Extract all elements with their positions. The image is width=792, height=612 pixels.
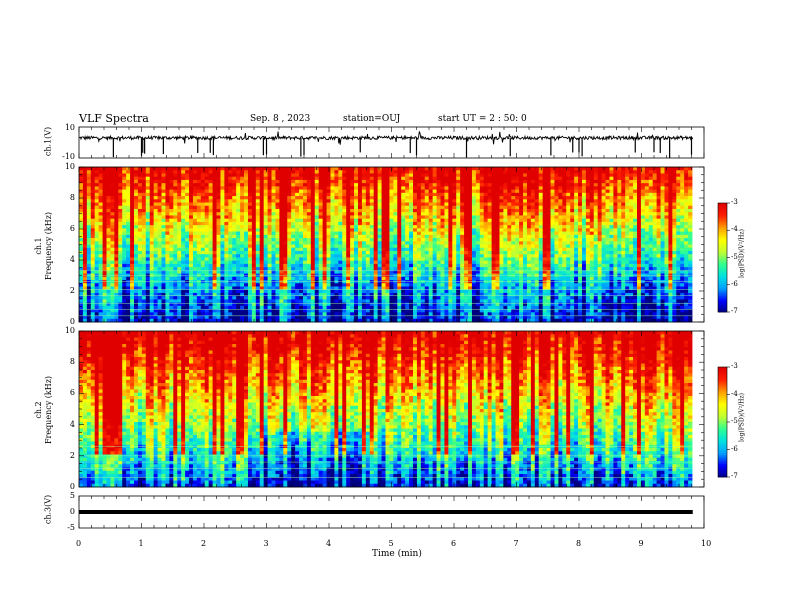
x-tick-label: 0 — [76, 539, 82, 548]
ch2-colorbar-title: log(PSD)(V²/Hz) — [738, 393, 746, 442]
ch1-freq-ytick-label: 2 — [69, 286, 75, 295]
x-axis-label: Time (min) — [372, 549, 422, 559]
ch1-spectrogram-panel — [79, 167, 693, 323]
start-time-label: start UT = 2 : 50: 0 — [438, 114, 527, 124]
x-tick-label: 6 — [451, 539, 457, 548]
chart-title: VLF Spectra — [79, 112, 149, 125]
ch2-colorbar-tick-label: -5 — [731, 417, 738, 425]
ch1-freq-ytick-label: 8 — [69, 193, 75, 202]
ch1-colorbar-tick-label: -6 — [731, 279, 738, 288]
ch1-waveform-line — [78, 130, 694, 145]
ch1-freq-ylabel: ch.1 Frequency (kHz) — [34, 211, 53, 281]
ch1-waveform-panel — [78, 130, 694, 158]
ch2-freq-ytick-label: 6 — [69, 388, 75, 398]
ch2-colorbar-tick-label: -7 — [731, 472, 738, 480]
ch2-freq-ytick-label: 4 — [69, 419, 75, 429]
x-tick-label: 4 — [326, 539, 332, 548]
ch3-ytick-label: 5 — [69, 491, 75, 500]
ch1-volt-ylabel: ch.1(V) — [43, 126, 53, 157]
ch2-freq-ytick-label: 0 — [69, 482, 75, 491]
ch1-freq-ytick-label: 0 — [69, 317, 75, 326]
ch1-freq-ytick-label: 4 — [69, 255, 75, 264]
date-label: Sep. 8 , 2023 — [250, 114, 311, 124]
x-tick-label: 5 — [388, 539, 394, 548]
ch1-colorbar-tick-label: -3 — [731, 198, 738, 206]
station-label: station=OUJ — [343, 114, 401, 124]
x-tick-label: 9 — [638, 539, 644, 548]
x-tick-label: 3 — [263, 539, 269, 548]
ch1-ytick-label: 10 — [64, 123, 75, 132]
ch2-colorbar-tick-label: -4 — [731, 389, 738, 398]
ch2-spectrogram-panel — [79, 331, 693, 488]
ch2-freq-ytick-label: 2 — [69, 450, 75, 460]
ch1-colorbar-title: log(PSD)(V²/Hz) — [738, 229, 746, 278]
ch3-volt-ylabel: ch.3(V) — [43, 494, 53, 525]
x-tick-label: 2 — [201, 539, 207, 548]
ch2-freq-ylabel: ch.2 Frequency (kHz) — [34, 375, 53, 445]
x-tick-label: 1 — [138, 539, 144, 548]
ch2-colorbar-tick-label: -3 — [731, 362, 738, 370]
axes — [78, 126, 705, 529]
ch1-ytick-label: -10 — [62, 152, 75, 161]
x-tick-label: 7 — [513, 539, 519, 548]
ch3-ytick-label: -5 — [67, 523, 75, 532]
x-tick-label: 10 — [701, 539, 712, 548]
ch3-ytick-label: 0 — [69, 507, 75, 516]
ch1-colorbar-tick-label: -5 — [731, 252, 738, 261]
ch1-colorbar-tick-label: -4 — [731, 225, 738, 234]
ch1-freq-ytick-label: 10 — [64, 162, 75, 171]
ch2-freq-ytick-label: 10 — [64, 326, 75, 335]
colorbars — [717, 202, 730, 478]
ch2-colorbar-tick-label: -6 — [731, 444, 738, 453]
x-tick-label: 8 — [576, 539, 582, 548]
ch2-freq-ytick-label: 8 — [69, 357, 75, 367]
ch1-colorbar-tick-label: -7 — [731, 307, 738, 315]
ch1-freq-ytick-label: 6 — [69, 224, 75, 233]
